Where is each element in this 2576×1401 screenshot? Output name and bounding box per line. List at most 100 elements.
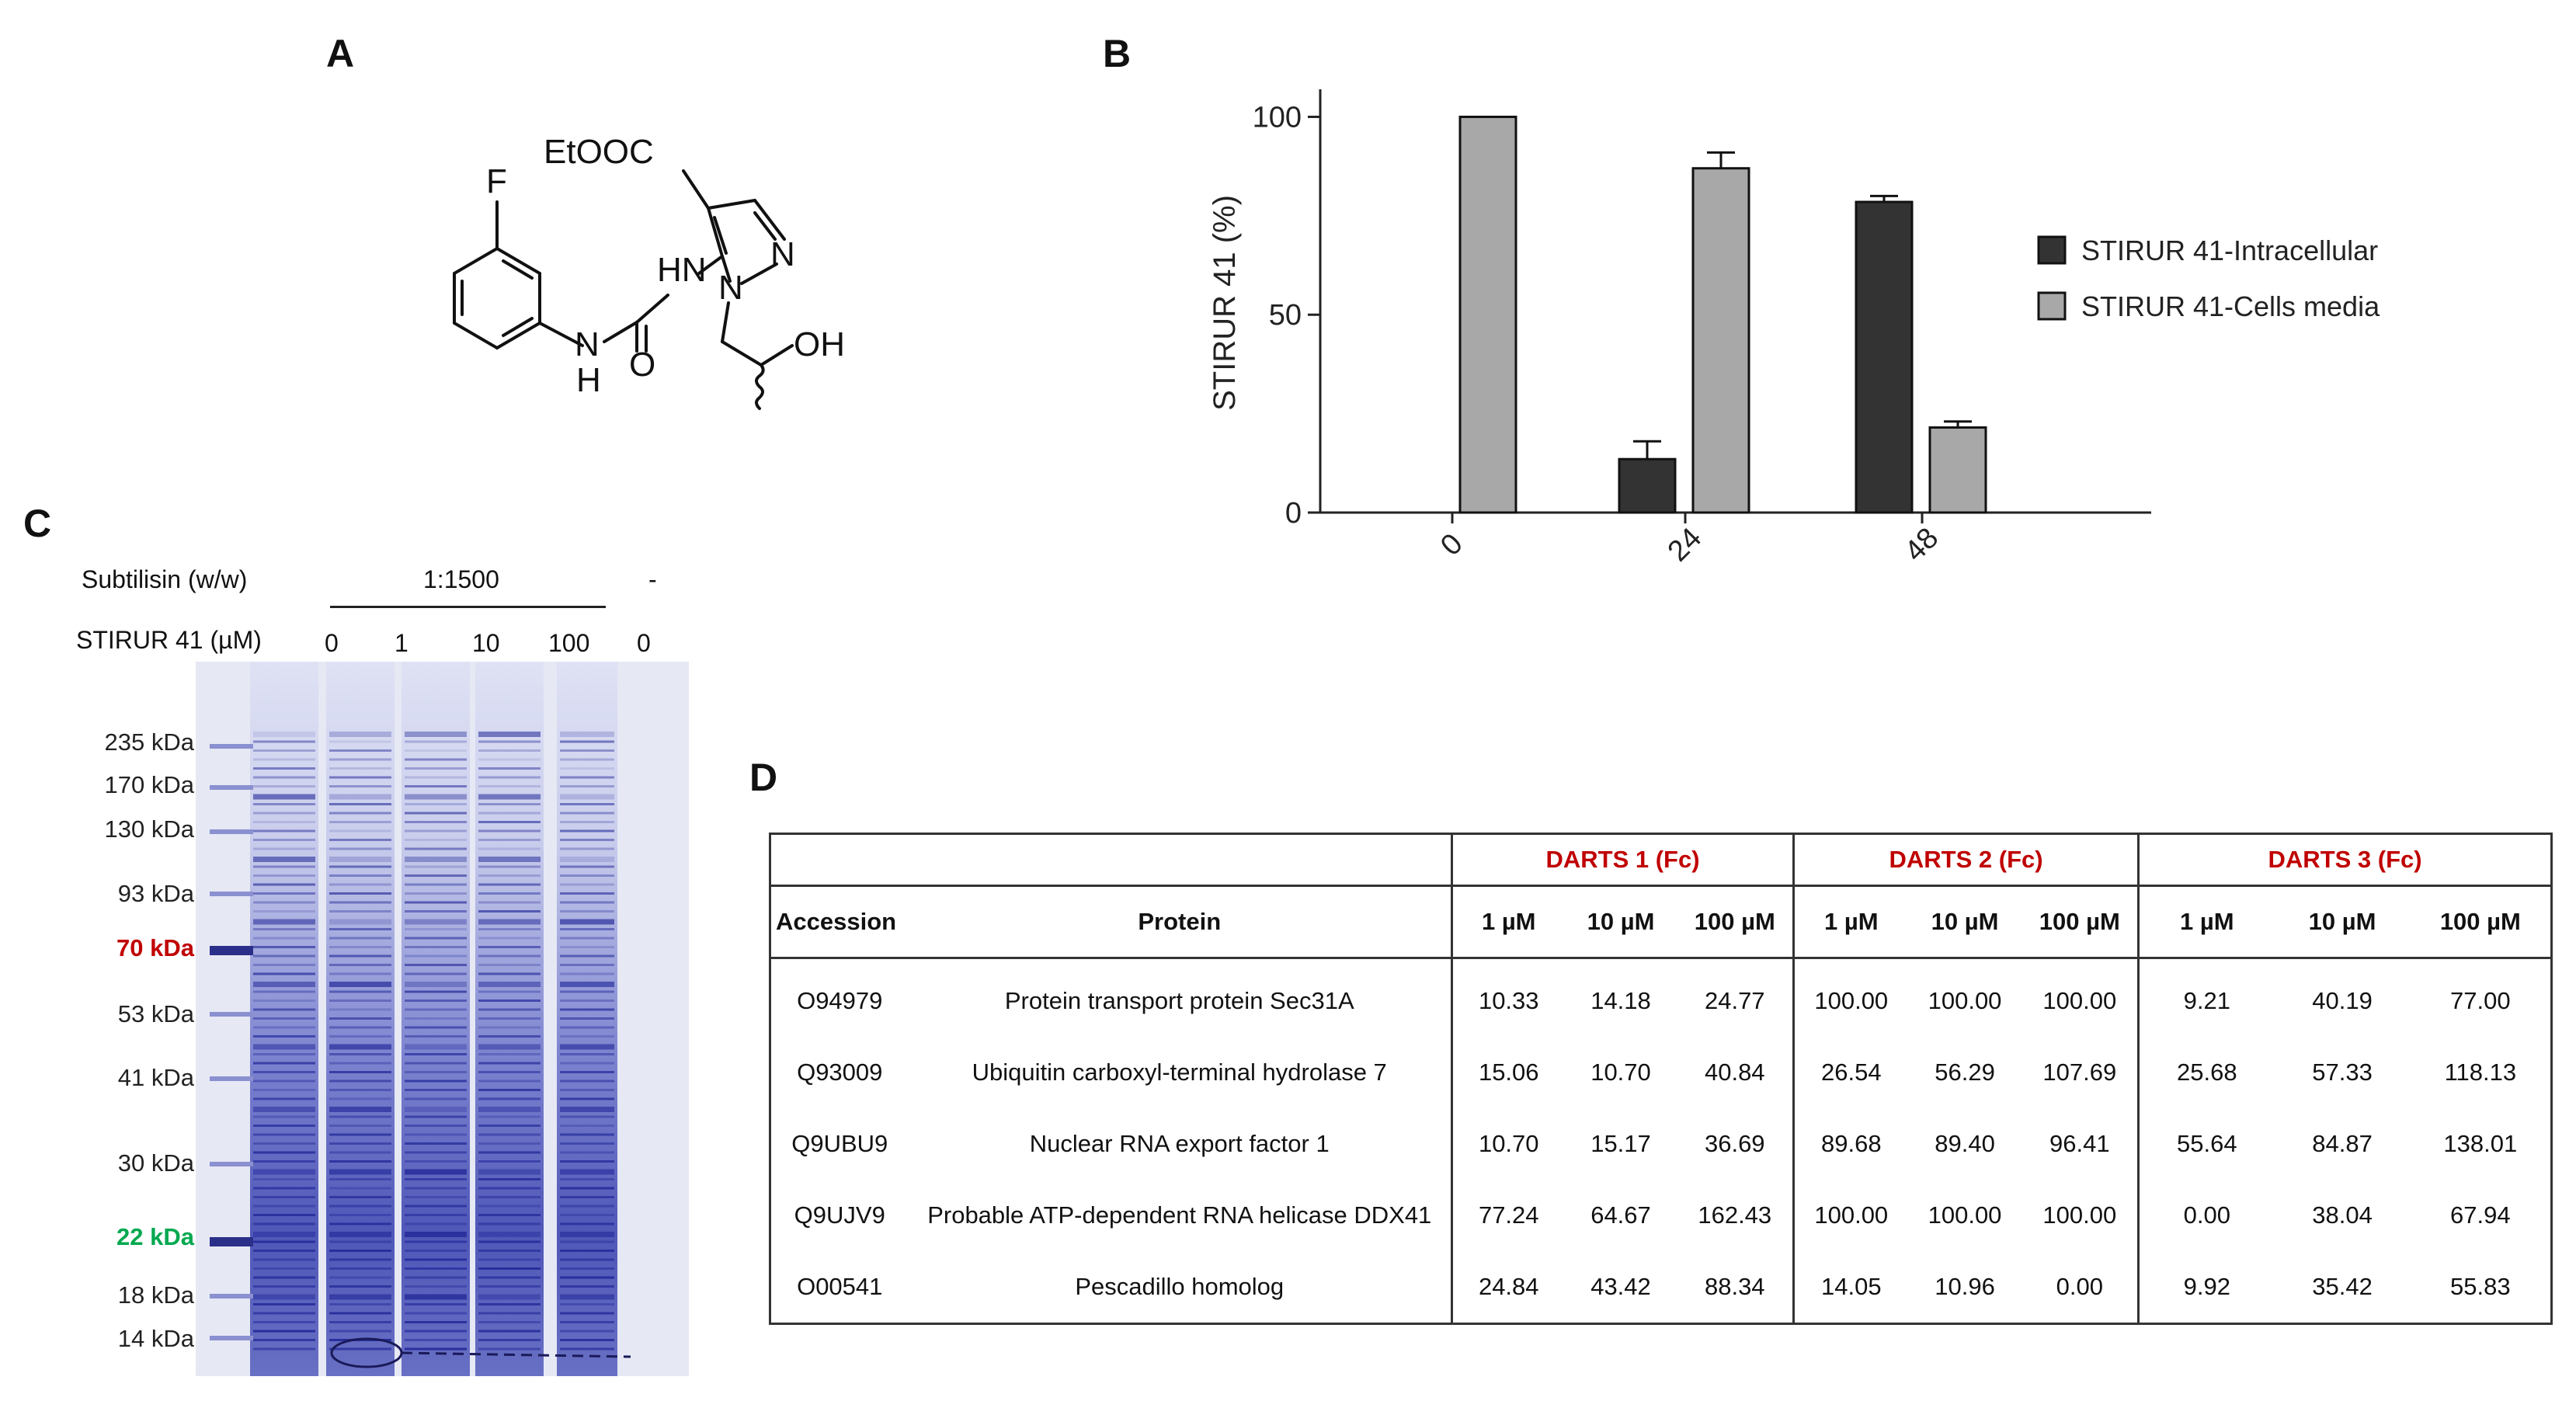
sample-band: [560, 1142, 614, 1145]
sample-band: [560, 776, 614, 779]
sample-band: [253, 1285, 315, 1288]
sample-band: [329, 839, 391, 841]
sample-band: [253, 883, 315, 886]
sample-band: [478, 740, 541, 743]
legend-swatch: [2037, 291, 2067, 321]
sample-band: [253, 785, 315, 787]
atom-etooc: EtOOC: [544, 133, 654, 171]
sample-band: [560, 954, 614, 958]
sample-band: [478, 812, 541, 815]
sample-band: [253, 910, 315, 913]
sample-band: [253, 767, 315, 770]
sample-band: [253, 1062, 315, 1065]
sample-band: [405, 865, 467, 868]
column-header: 100 µM: [2410, 885, 2553, 959]
sample-band: [560, 901, 614, 904]
sample-band: [329, 937, 391, 940]
column-header: Accession: [769, 885, 909, 959]
sample-band: [329, 847, 391, 850]
sample-band: [560, 937, 614, 940]
sample-band: [329, 999, 391, 1002]
table-cell: Pescadillo homolog: [908, 1251, 1452, 1325]
sample-band: [405, 928, 467, 930]
sample-band: [253, 776, 315, 779]
sample-band: [478, 1160, 541, 1163]
sample-band: [329, 1178, 391, 1180]
sample-band: [253, 829, 315, 833]
sample-band: [329, 1044, 391, 1050]
sample-band: [560, 803, 614, 805]
table-cell: 10.96: [1907, 1251, 2022, 1325]
sample-band: [405, 946, 467, 948]
table-cell: 14.05: [1792, 1251, 1908, 1325]
stirur-label: STIRUR 41 (µM): [76, 626, 262, 654]
sample-band: [560, 964, 614, 966]
table-cell: 118.13: [2410, 1037, 2553, 1108]
sample-band: [329, 1079, 391, 1083]
sample-band: [329, 1240, 391, 1243]
sample-band: [253, 1321, 315, 1323]
sample-band: [560, 999, 614, 1002]
sample-band: [560, 865, 614, 868]
sample-band: [329, 732, 391, 737]
sample-band: [405, 874, 467, 877]
sample-band: [478, 732, 541, 737]
sample-band: [560, 1026, 614, 1029]
column-header: 100 µM: [1677, 885, 1794, 959]
sample-band: [560, 1125, 614, 1127]
sample-band: [329, 1053, 391, 1055]
sample-band: [478, 1026, 541, 1029]
sample-band: [329, 874, 391, 877]
table-row: Q9UBU9 Nuclear RNA export factor 1 10.70 15…: [769, 1108, 2553, 1180]
sample-band: [560, 1347, 614, 1351]
sample-band: [329, 1267, 391, 1270]
sample-band: [329, 829, 391, 833]
bar: [1691, 167, 1750, 514]
sample-band: [478, 1285, 541, 1288]
bar: [1928, 426, 1987, 514]
sample-band: [560, 883, 614, 886]
table-cell: 67.94: [2410, 1180, 2553, 1251]
sample-band: [405, 1169, 467, 1175]
sample-band: [478, 749, 541, 752]
sample-band: [478, 1339, 541, 1341]
sample-band: [478, 1097, 541, 1100]
table-cell: 24.84: [1451, 1251, 1565, 1325]
sample-band: [329, 1097, 391, 1100]
sample-band: [329, 1035, 391, 1038]
sample-band: [405, 1347, 467, 1351]
marker-label: 93 kDa: [117, 880, 194, 907]
sample-band: [253, 1026, 315, 1029]
table-cell: Protein transport protein Sec31A: [1004, 987, 1354, 1014]
sample-band: [560, 812, 614, 815]
sample-band: [478, 1276, 541, 1279]
sample-band: [478, 767, 541, 770]
sample-band: [405, 839, 467, 841]
sample-band: [478, 785, 541, 787]
sample-band: [329, 1071, 391, 1073]
sample-band: [405, 901, 467, 904]
sample-band: [253, 1142, 315, 1145]
sample-band: [560, 1062, 614, 1065]
sample-band: [560, 1222, 614, 1225]
table-cell: 64.67: [1590, 1201, 1651, 1229]
sample-band: [253, 1107, 315, 1112]
sample-band: [329, 1125, 391, 1127]
sample-band: [405, 821, 467, 823]
sample-band: [560, 1240, 614, 1243]
sample-band: [253, 1044, 315, 1050]
sample-band: [405, 1250, 467, 1252]
error-bar: [1633, 440, 1661, 460]
subtilisin-label: Subtilisin (w/w): [82, 565, 248, 593]
sample-band: [253, 758, 315, 761]
sample-band: [253, 1071, 315, 1073]
sample-band: [560, 1151, 614, 1154]
sample-band: [329, 964, 391, 966]
sample-band: [329, 1169, 391, 1175]
sample-band: [478, 1205, 541, 1208]
sample-band: [253, 821, 315, 823]
y-tick-label: 0: [1285, 497, 1302, 530]
sample-band: [478, 1079, 541, 1083]
lane-label: 1: [395, 629, 408, 657]
sample-band: [253, 794, 315, 800]
